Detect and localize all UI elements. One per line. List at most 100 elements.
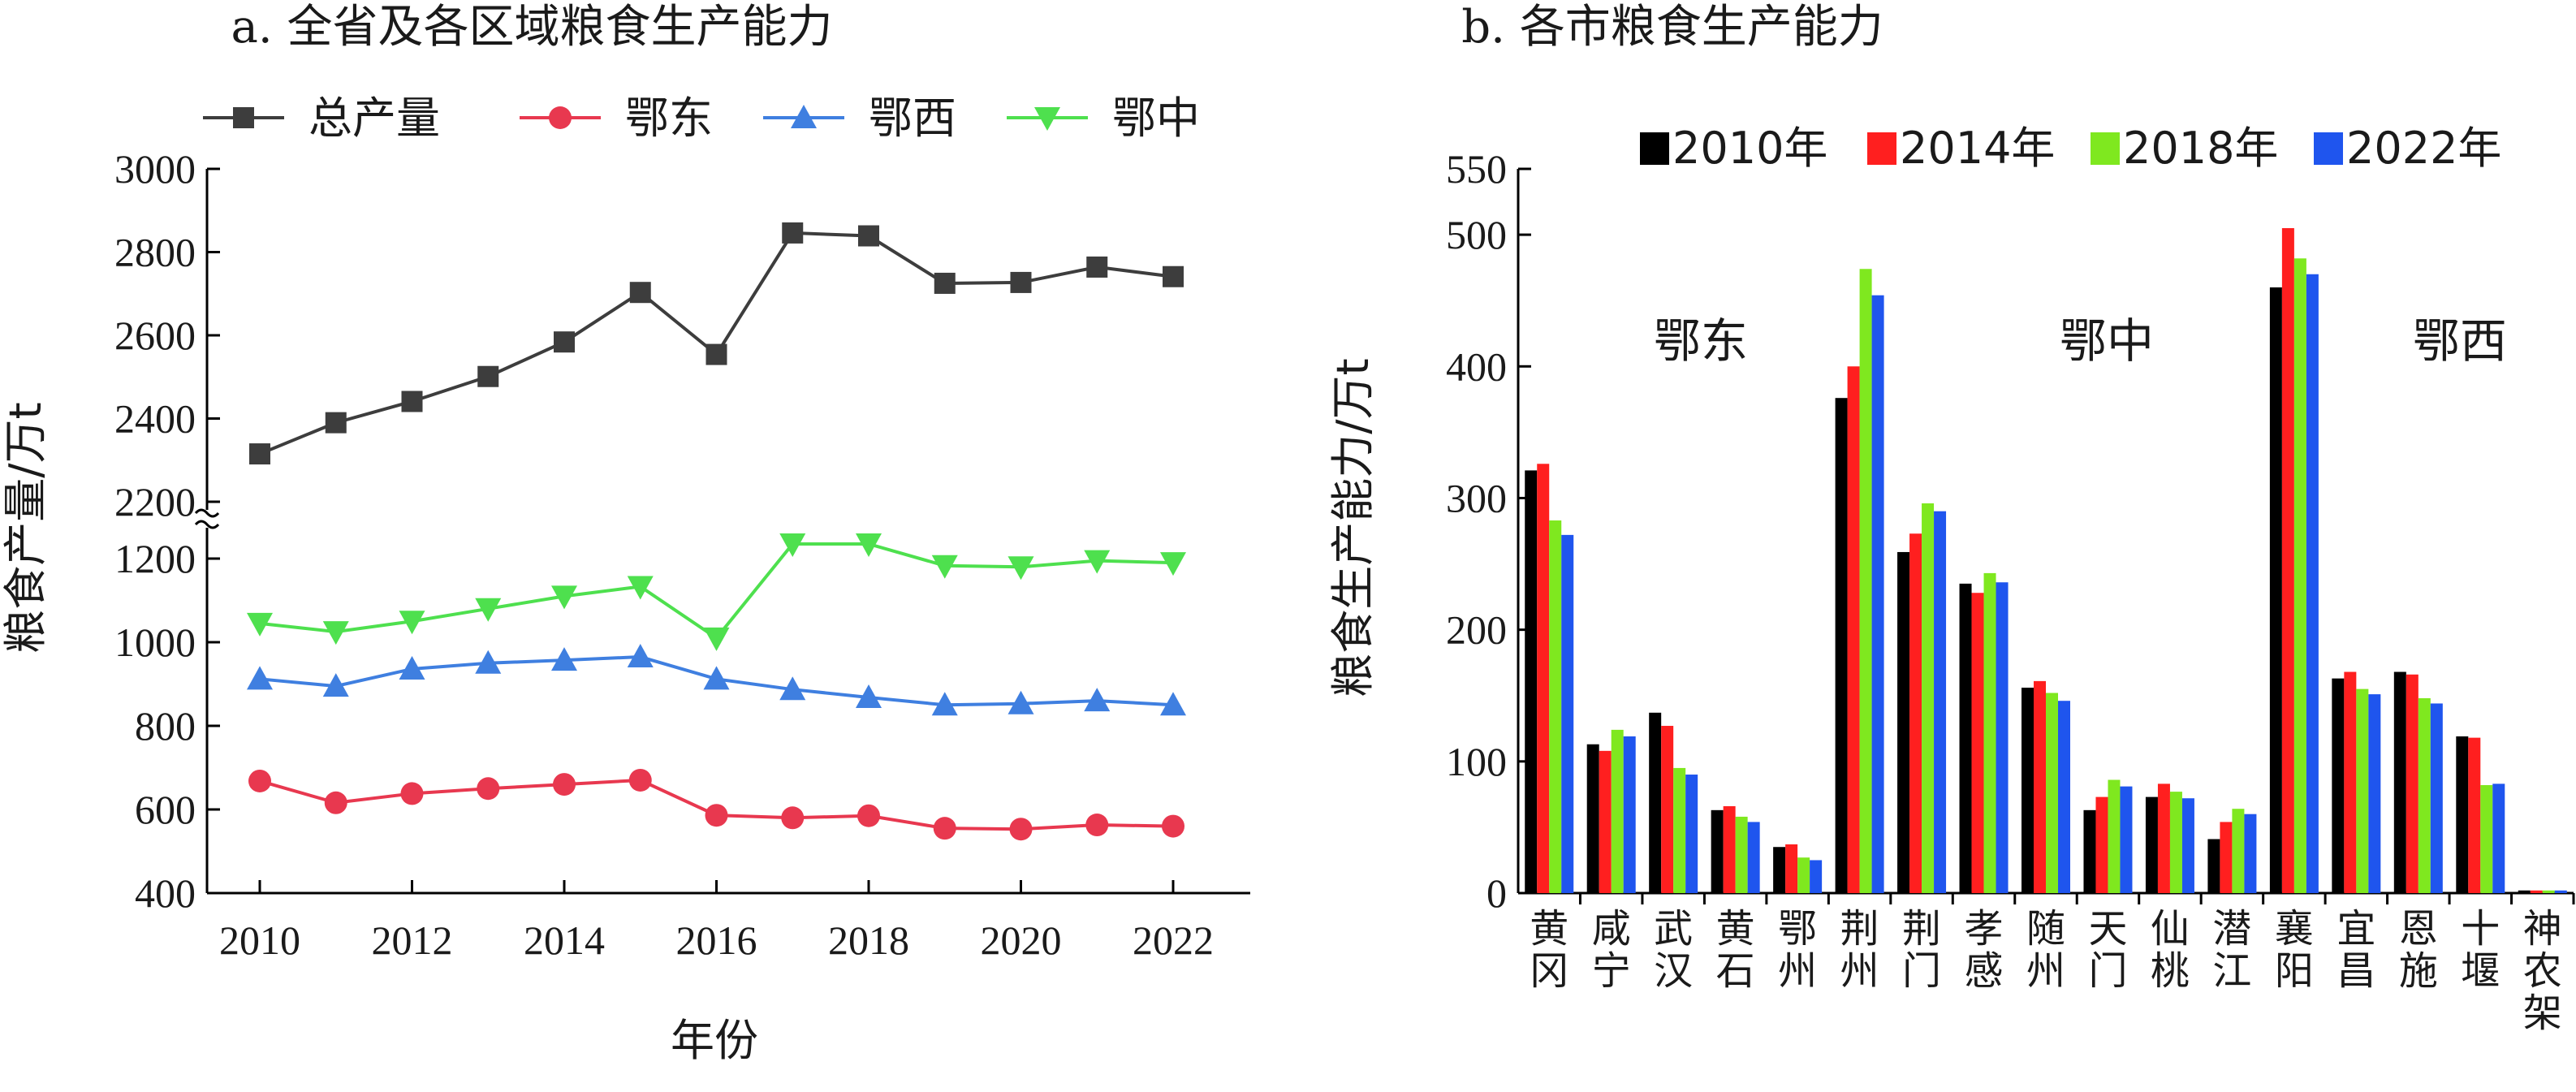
data-point xyxy=(475,650,502,674)
panel-a-ytick-label: 3000 xyxy=(114,146,196,192)
bar xyxy=(1673,767,1686,893)
data-point xyxy=(1084,688,1111,712)
panel-b-axes: 0 100 200 300 400 500 550 xyxy=(1446,146,2574,916)
region-label-ezhong: 鄂中 xyxy=(2060,313,2154,369)
legend-swatch xyxy=(1867,132,1896,165)
data-point xyxy=(400,782,424,805)
bar xyxy=(1859,269,1872,893)
data-point xyxy=(551,647,577,671)
data-point xyxy=(1008,690,1034,714)
panel-b-ytick-label: 200 xyxy=(1446,607,1507,653)
category-label: 黄石 xyxy=(1716,906,1755,994)
category-label: 随州 xyxy=(2026,906,2065,994)
bar xyxy=(2480,785,2493,893)
legend-label: 鄂西 xyxy=(869,93,956,144)
data-point xyxy=(551,585,577,610)
bar xyxy=(1549,520,1562,893)
panel-a-ytick-label: 2400 xyxy=(114,396,196,442)
series-line-4 xyxy=(259,542,1174,641)
region-label-edong: 鄂东 xyxy=(1654,313,1748,369)
bar xyxy=(1934,511,1947,893)
data-point xyxy=(322,621,349,645)
panel-a-xtick-label: 2018 xyxy=(828,917,909,963)
data-point xyxy=(477,365,499,387)
bar xyxy=(1871,295,1884,893)
data-point xyxy=(1163,265,1184,287)
bar xyxy=(2542,890,2555,893)
panel-a-xtick-label: 2022 xyxy=(1133,917,1214,963)
panel-a-ticks: 2200 2400 2600 2800 3000 400 600 800 1000 1200 201… xyxy=(114,146,1214,963)
category-label: 孝感 xyxy=(1965,906,2004,994)
bar xyxy=(1623,736,1636,893)
data-point xyxy=(1162,814,1184,838)
panel-a-ytick-label: 600 xyxy=(135,787,196,832)
bar xyxy=(1661,726,1674,893)
bar xyxy=(2356,688,2369,893)
data-point xyxy=(779,676,806,701)
bar xyxy=(1611,729,1624,893)
bar xyxy=(1897,551,1910,893)
bar xyxy=(1971,593,1984,893)
panel-b-ytick-label: 300 xyxy=(1446,475,1507,520)
panel-b-legend: 2010年 2014年 2018年 2022年 xyxy=(1640,123,2501,174)
data-point xyxy=(703,666,730,690)
bar xyxy=(2022,687,2034,893)
bar xyxy=(2332,678,2345,893)
bar xyxy=(2083,809,2096,893)
data-point xyxy=(248,769,271,792)
bar xyxy=(1525,470,1538,893)
bar xyxy=(1747,822,1760,893)
panel-a-ytick-label: 2800 xyxy=(114,230,196,275)
bar xyxy=(1599,750,1612,893)
bar xyxy=(2468,737,2481,893)
bar xyxy=(1711,809,1724,893)
legend-swatch xyxy=(2314,132,2343,165)
bar xyxy=(2518,890,2531,893)
panel-b-ytick-label: 0 xyxy=(1486,870,1507,916)
panel-b-bars xyxy=(1525,227,2567,894)
category-label: 宜昌 xyxy=(2337,906,2375,994)
data-point xyxy=(1008,556,1034,581)
data-point xyxy=(554,331,575,353)
panel-a-xtick-label: 2020 xyxy=(981,917,1062,963)
bar xyxy=(2430,703,2443,893)
panel-b-title: b. 各市粮食生产能力 xyxy=(1461,1,1883,54)
data-point xyxy=(399,611,425,635)
data-point xyxy=(477,777,500,801)
bar xyxy=(1922,503,1935,893)
legend-marker xyxy=(233,107,254,128)
data-point xyxy=(931,555,958,579)
data-point xyxy=(247,612,273,637)
bar xyxy=(2269,287,2282,893)
data-point xyxy=(779,533,806,557)
data-point xyxy=(856,533,882,557)
data-point xyxy=(858,225,879,247)
bar xyxy=(2095,796,2108,893)
bar xyxy=(1735,816,1748,893)
panel-a-xtick-label: 2016 xyxy=(676,917,757,963)
panel-a-ytick-label: 2200 xyxy=(114,479,196,524)
data-point xyxy=(325,412,347,434)
bar xyxy=(2368,694,2381,893)
bar xyxy=(1773,847,1786,893)
panel-a-legend: 总产量 鄂东 鄂西 鄂中 xyxy=(203,93,1200,144)
bar xyxy=(1996,582,2009,893)
bar xyxy=(1959,583,1972,893)
data-point xyxy=(781,806,805,830)
legend-label: 2018年 xyxy=(2123,123,2278,174)
panel-b-bar-chart: b. 各市粮食生产能力 2010年 2014年 2018年 2022年 0 100 200… xyxy=(1327,1,2575,1036)
panel-a-title: a. 全省及各区域粮食生产能力 xyxy=(231,1,833,54)
data-point xyxy=(553,773,576,796)
bar xyxy=(2281,227,2294,893)
panel-b-ytick-label: 400 xyxy=(1446,343,1507,389)
legend-swatch xyxy=(1640,132,1669,165)
data-point xyxy=(249,443,270,465)
bar xyxy=(1561,534,1574,893)
bar xyxy=(1847,366,1860,894)
legend-marker xyxy=(791,105,817,128)
data-point xyxy=(782,222,804,244)
category-label: 黄冈 xyxy=(1530,906,1568,994)
category-label: 潜江 xyxy=(2212,906,2251,994)
